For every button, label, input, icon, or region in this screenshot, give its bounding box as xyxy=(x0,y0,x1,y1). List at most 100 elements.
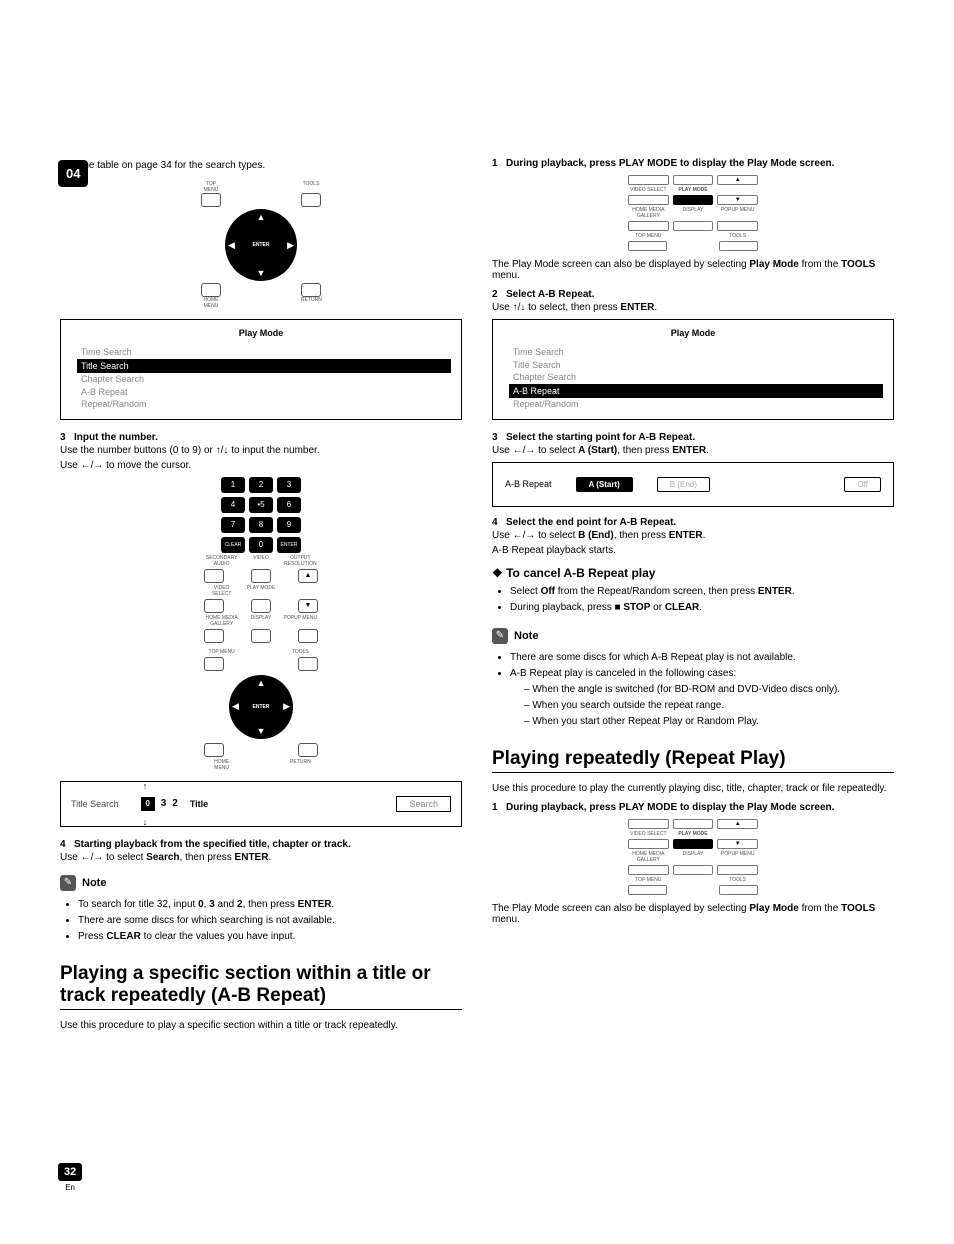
btn-tools-2 xyxy=(298,657,318,671)
arrow-left-icon: ◀ xyxy=(232,701,239,712)
tsp-title: Title xyxy=(190,799,208,809)
numpad-5: •5 xyxy=(249,497,273,513)
note-r-d3: When you start other Repeat Play or Rand… xyxy=(524,714,894,730)
lbl-popup: POPUP MENU xyxy=(283,615,318,627)
label-return: RETURN xyxy=(301,297,321,309)
step-3-line2: Use ←/→ to move the cursor. xyxy=(60,460,462,471)
divider xyxy=(492,772,894,773)
arrow-down-icon: ↓ xyxy=(143,817,148,827)
arrow-up-icon: ▲ xyxy=(257,212,266,222)
r-step4-header: 4Select the end point for A-B Repeat. xyxy=(492,517,894,528)
btn-up: ▲ xyxy=(298,569,318,583)
btn-return-2 xyxy=(298,743,318,757)
note-b2: There are some discs for which searching… xyxy=(78,913,462,929)
digit-0: 0 xyxy=(141,797,155,811)
pm-item-highlighted: A-B Repeat xyxy=(509,384,883,399)
label-home: HOMEMENU xyxy=(201,297,221,309)
btn-display xyxy=(251,629,271,643)
numpad-6: 6 xyxy=(277,497,301,513)
cancel-b2: During playback, press ■ STOP or CLEAR. xyxy=(510,600,894,616)
label-tools: TOOLS xyxy=(301,181,321,193)
note-icon: ✎ xyxy=(60,875,76,891)
ab-b-end: B (End) xyxy=(657,477,710,492)
lbl-display: DISPLAY xyxy=(243,615,278,627)
section-ab-repeat-body: Use this procedure to play a specific se… xyxy=(60,1020,462,1031)
cancel-b1: Select Off from the Repeat/Random screen… xyxy=(510,584,894,600)
numpad-7: 7 xyxy=(221,517,245,533)
r-step2-body: Use ↑/↓ to select, then press ENTER. xyxy=(492,302,894,313)
small-remote-2: ▲ VIDEO SELECTPLAY MODE ▼ HOME MEDIA GAL… xyxy=(628,819,758,895)
lbl-output-res: OUTPUT RESOLUTION xyxy=(283,555,318,567)
numpad-1: 1 xyxy=(221,477,245,493)
section-repeat-play-body: Use this procedure to play the currently… xyxy=(492,783,894,794)
pm-item: Repeat/Random xyxy=(513,399,579,409)
button-home-menu xyxy=(201,283,221,297)
button-tools xyxy=(301,193,321,207)
pm-item: A-B Repeat xyxy=(81,387,128,397)
section-ab-repeat-title: Playing a specific section within a titl… xyxy=(60,963,462,1007)
tsp-search: Search xyxy=(396,796,451,812)
r-step4-body: Use ←/→ to select B (End), then press EN… xyxy=(492,530,894,541)
r-step3-header: 3Select the starting point for A-B Repea… xyxy=(492,432,894,443)
button-top-menu xyxy=(201,193,221,207)
pm-item-highlighted: Title Search xyxy=(77,359,451,374)
pm-item: Time Search xyxy=(513,347,564,357)
ab-a-start: A (Start) xyxy=(576,477,633,492)
small-remote-1: ▲ VIDEO SELECTPLAY MODE ▼ HOME MEDIA GAL… xyxy=(628,175,758,251)
note-label: Note xyxy=(82,877,106,889)
digit-2: 2 xyxy=(172,798,178,809)
step-3-line1: Use the number buttons (0 to 9) or ↑/↓ t… xyxy=(60,445,462,456)
arrow-up-icon: ▲ xyxy=(257,678,266,688)
chapter-tab: 04 xyxy=(58,160,88,187)
page-footer: 32 En xyxy=(58,1163,82,1192)
pm-also-text: The Play Mode screen can also be display… xyxy=(492,259,894,281)
lbl-video: VIDEO xyxy=(243,555,278,567)
step-4-header: 4Starting playback from the specified ti… xyxy=(60,839,462,850)
dial-enter-2: ▲ ▼ ◀ ▶ xyxy=(229,675,293,739)
numpad-8: 8 xyxy=(249,517,273,533)
note-b3: Press CLEAR to clear the values you have… xyxy=(78,929,462,945)
divider xyxy=(60,1009,462,1010)
note-bullets: To search for title 32, input 0, 3 and 2… xyxy=(78,897,462,945)
numpad-2: 2 xyxy=(249,477,273,493)
numpad-remote-figure: 1 2 3 4 •5 6 7 8 9 CLEAR 0 ENTER SECONDA… xyxy=(60,477,462,771)
numpad-enter: ENTER xyxy=(277,537,301,553)
ab-label: A-B Repeat xyxy=(505,479,552,489)
numpad-clear: CLEAR xyxy=(221,537,245,553)
note-bullets-r: There are some discs for which A-B Repea… xyxy=(510,650,894,730)
btn-sec-audio xyxy=(204,569,224,583)
step-3-header: 3Input the number. xyxy=(60,432,462,443)
note-header-r: ✎ Note xyxy=(492,628,894,644)
page-number: 32 xyxy=(58,1163,82,1181)
digit-1: 3 xyxy=(161,798,167,809)
r-step3-body: Use ←/→ to select A (Start), then press … xyxy=(492,445,894,456)
btn-hmg xyxy=(204,629,224,643)
note-r-b1: There are some discs for which A-B Repea… xyxy=(510,650,894,666)
cancel-ab-title: To cancel A-B Repeat play xyxy=(492,566,894,580)
play-mode-panel-left: Play Mode Time Search Title Search Chapt… xyxy=(60,319,462,420)
page-lang: En xyxy=(58,1183,82,1192)
numpad-9: 9 xyxy=(277,517,301,533)
lbl-sec-audio: SECONDARY AUDIO xyxy=(204,555,239,567)
pm-item: Repeat/Random xyxy=(81,399,147,409)
btn-video-select xyxy=(204,599,224,613)
lbl-hmg: HOME MEDIA GALLERY xyxy=(204,615,239,627)
note-r-b2: A-B Repeat play is canceled in the follo… xyxy=(510,666,894,730)
ab-repeat-panel: A-B Repeat A (Start) B (End) Off xyxy=(492,462,894,507)
note-r-d2: When you search outside the repeat range… xyxy=(524,698,894,714)
lbl-play-mode: PLAY MODE xyxy=(243,585,278,597)
left-column: See the table on page 34 for the search … xyxy=(60,150,462,1035)
note-b1: To search for title 32, input 0, 3 and 2… xyxy=(78,897,462,913)
numpad-4: 4 xyxy=(221,497,245,513)
note-header: ✎ Note xyxy=(60,875,462,891)
note-r-d1: When the angle is switched (for BD-ROM a… xyxy=(524,682,894,698)
pm-item: Chapter Search xyxy=(513,372,576,382)
btn-down: ▼ xyxy=(298,599,318,613)
arrow-right-icon: ▶ xyxy=(283,701,290,712)
btn-popup xyxy=(298,629,318,643)
ab-off: Off xyxy=(844,477,881,492)
remote-dial-figure: TOP MENU TOOLS ▲ ▼ ◀ ▶ H xyxy=(60,181,462,309)
numpad: 1 2 3 4 •5 6 7 8 9 CLEAR 0 ENTER xyxy=(221,477,301,553)
r-step2-header: 2Select A-B Repeat. xyxy=(492,289,894,300)
arrow-down-icon: ▼ xyxy=(257,268,266,278)
